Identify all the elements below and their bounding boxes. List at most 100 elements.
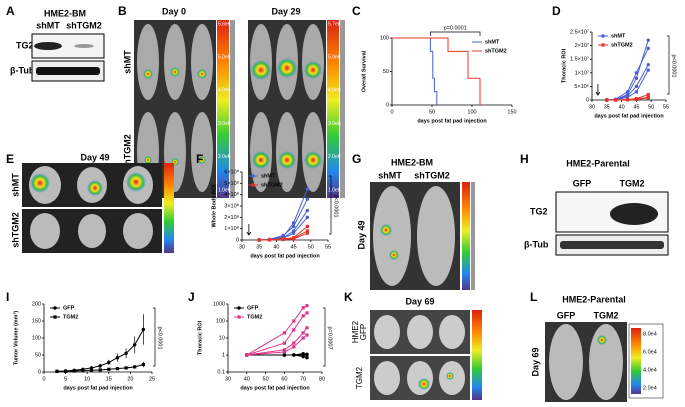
y-tick-label: 0.1: [217, 369, 225, 375]
chart: 0.1 1 10 100 1000 30 40 50 60 70 80 days post fat p…: [197, 301, 332, 391]
x-tick-label: 0: [42, 376, 45, 382]
series-line: [246, 305, 308, 356]
annotation: p<0.0001: [671, 54, 677, 77]
band: [74, 44, 94, 48]
day: Day 49: [80, 152, 109, 162]
marker: [646, 92, 650, 97]
x-tick-label: 35: [256, 244, 262, 250]
band: [36, 67, 100, 75]
x-tick-label: 50: [308, 244, 314, 250]
marker: [133, 365, 137, 369]
annotation: p<0.0001: [333, 194, 339, 217]
colorbar-label: 4.0e8: [328, 88, 341, 94]
x-tick-label: 20: [127, 376, 133, 382]
legend-swatch: [251, 183, 255, 187]
legend-label: TGM2: [63, 314, 78, 320]
arrow: [246, 224, 252, 236]
colorbar-label: 2.0e6: [218, 154, 231, 160]
y-tick-label: 5×10⁸: [224, 180, 239, 187]
legend-label: GFP: [63, 305, 75, 311]
x-tick-label: 45: [633, 104, 639, 110]
marker: [625, 90, 630, 94]
y-tick-label: 2×10⁷: [575, 42, 589, 49]
colorbar-label: 3.0e8: [328, 121, 341, 127]
marker: [292, 237, 296, 241]
row: TGM2: [355, 366, 364, 389]
marker: [646, 96, 650, 100]
y-tick-label: 50: [383, 69, 389, 75]
marker: [245, 353, 249, 357]
colorbar-label: 2.0e8: [328, 154, 341, 160]
x-tick-label: 0: [390, 109, 393, 115]
panel-letter: H: [520, 152, 529, 166]
legend-swatch: [601, 43, 605, 47]
marker: [292, 353, 296, 357]
day: Day 29: [271, 6, 300, 16]
marker: [301, 331, 305, 335]
panel-letter: F: [196, 152, 203, 166]
x-axis-label: days post fat pad injection: [250, 253, 320, 259]
panel-letter: C: [352, 4, 361, 18]
marker: [98, 364, 102, 368]
lane: GFP: [573, 178, 592, 188]
legend-swatch: [53, 315, 57, 319]
x-tick-label: 15: [106, 376, 112, 382]
row: β-Tub: [10, 65, 35, 75]
marker: [292, 341, 296, 345]
y-axis-label: Thoracic ROI: [561, 48, 567, 83]
marker: [305, 326, 309, 330]
legend-label: GFP: [247, 305, 259, 311]
image: [370, 310, 482, 400]
y-tick-label: 1: [222, 352, 225, 358]
marker: [301, 314, 305, 318]
marker: [646, 68, 650, 72]
colorbar-label: 6.0e4: [643, 349, 657, 355]
marker: [98, 368, 102, 372]
y-tick-label: 3×10⁸: [224, 202, 239, 209]
lane: shMT: [378, 170, 402, 180]
x-tick-label: 55: [325, 244, 331, 250]
legend-swatch: [237, 315, 241, 319]
lane: shTGM2: [414, 170, 450, 180]
colorbar-label: 1.0e8: [328, 187, 341, 193]
marker: [282, 331, 286, 335]
marker: [282, 353, 287, 357]
lane: GFP: [557, 310, 576, 320]
y-axis-label: Whole Body ROI: [211, 184, 217, 228]
panel-letter: D: [552, 4, 561, 18]
marker: [292, 328, 296, 332]
marker: [282, 348, 286, 352]
x-tick-label: 40: [273, 244, 279, 250]
marker: [305, 197, 310, 201]
y-tick-label: 50: [35, 352, 41, 358]
row: β-Tub: [524, 239, 549, 249]
colorbar-label: 5.0e6: [218, 55, 231, 61]
legend-swatch: [237, 306, 241, 310]
lane: shTGM2: [66, 20, 102, 30]
y-tick-label: 0: [236, 237, 239, 243]
x-axis-label: days post fat pad injection: [417, 118, 487, 124]
series-line: [392, 37, 438, 105]
band: [610, 203, 658, 225]
legend-swatch: [251, 174, 255, 178]
marker: [282, 350, 286, 354]
marker: [305, 231, 309, 235]
panel-letter: A: [6, 4, 15, 18]
x-axis-label: days post fat pad injection: [240, 385, 310, 391]
marker: [301, 351, 305, 356]
marker: [646, 62, 650, 67]
x-tick-label: 70: [300, 376, 306, 382]
marker: [301, 336, 305, 340]
x-tick-label: 80: [319, 376, 325, 382]
marker: [305, 208, 310, 213]
chart: 0 50 100 150 200 0 5 10 15 20 25 days post fat pad …: [12, 301, 162, 391]
marker: [305, 229, 309, 233]
y-tick-label: 100: [216, 318, 225, 324]
marker: [634, 97, 638, 102]
marker: [646, 46, 650, 51]
y-tick-label: 6×10⁸: [224, 168, 239, 175]
panel-letter: G: [352, 152, 361, 166]
colorbar-label: 3.0e6: [218, 121, 231, 127]
row: TG2: [16, 40, 34, 50]
marker: [305, 355, 309, 360]
